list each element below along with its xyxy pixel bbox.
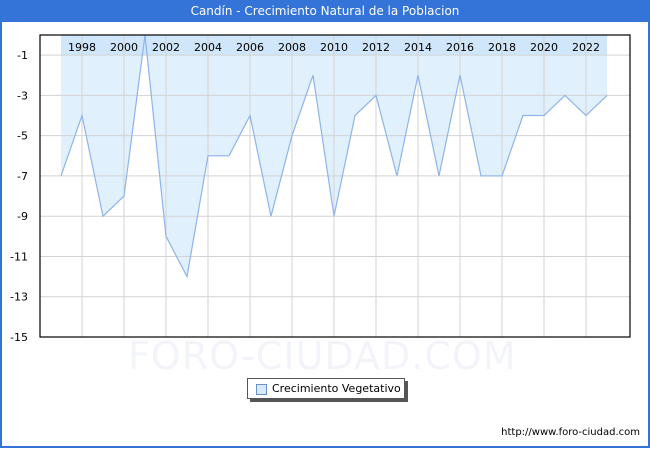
series-line bbox=[60, 34, 608, 279]
y-tick-label: -13 bbox=[10, 291, 28, 304]
x-tick-label: 2012 bbox=[362, 41, 390, 54]
x-tick-label: 1998 bbox=[68, 41, 96, 54]
x-tick-label: 2002 bbox=[152, 41, 180, 54]
y-tick-label: -5 bbox=[17, 130, 28, 143]
watermark: FORO-CIUDAD.COM bbox=[128, 334, 517, 378]
y-tick-label: -7 bbox=[17, 170, 28, 183]
x-tick-label: 2014 bbox=[404, 41, 432, 54]
chart-title: Candín - Crecimiento Natural de la Pobla… bbox=[0, 0, 650, 22]
x-tick-label: 2010 bbox=[320, 41, 348, 54]
y-tick-label: -15 bbox=[10, 331, 28, 344]
legend: Crecimiento Vegetativo bbox=[247, 378, 405, 399]
y-tick-label: -11 bbox=[10, 250, 28, 263]
x-tick-label: 2000 bbox=[110, 41, 138, 54]
x-tick-label: 2022 bbox=[572, 41, 600, 54]
legend-label: Crecimiento Vegetativo bbox=[272, 382, 401, 395]
y-tick-label: -1 bbox=[17, 49, 28, 62]
y-tick-label: -3 bbox=[17, 89, 28, 102]
x-tick-label: 2004 bbox=[194, 41, 222, 54]
y-tick-label: -9 bbox=[17, 210, 28, 223]
footer-url[interactable]: http://www.foro-ciudad.com bbox=[501, 427, 640, 438]
legend-swatch-icon bbox=[256, 384, 267, 395]
x-tick-label: 2008 bbox=[278, 41, 306, 54]
x-tick-label: 2018 bbox=[488, 41, 516, 54]
x-tick-label: 2020 bbox=[530, 41, 558, 54]
x-tick-label: 2016 bbox=[446, 41, 474, 54]
x-tick-label: 2006 bbox=[236, 41, 264, 54]
